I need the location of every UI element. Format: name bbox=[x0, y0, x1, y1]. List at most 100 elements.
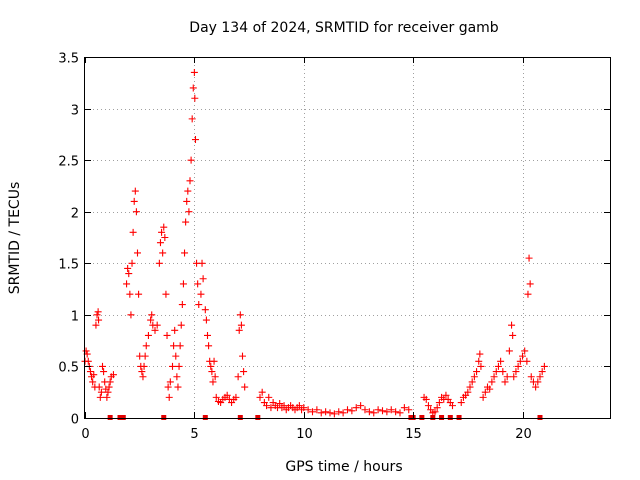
data-point bbox=[499, 368, 507, 376]
y-axis-label: SRMTID / TECUs bbox=[7, 182, 23, 295]
data-point bbox=[516, 357, 524, 365]
data-point bbox=[189, 84, 197, 92]
data-point bbox=[126, 290, 134, 298]
data-point bbox=[174, 383, 182, 391]
data-point bbox=[494, 362, 502, 370]
y-tick-label: 2 bbox=[71, 207, 79, 222]
data-point bbox=[201, 306, 209, 314]
data-point bbox=[184, 187, 192, 195]
data-point bbox=[304, 406, 312, 414]
data-point bbox=[510, 373, 518, 381]
data-point bbox=[190, 68, 198, 76]
data-point bbox=[538, 368, 546, 376]
data-point bbox=[540, 362, 548, 370]
flag-marker bbox=[447, 415, 453, 420]
data-point bbox=[501, 378, 509, 386]
data-point bbox=[191, 136, 199, 144]
data-point bbox=[165, 393, 173, 401]
data-point bbox=[205, 342, 213, 350]
data-point bbox=[497, 357, 505, 365]
data-point bbox=[151, 326, 159, 334]
data-point bbox=[524, 290, 532, 298]
data-point bbox=[208, 368, 216, 376]
data-points bbox=[81, 68, 548, 418]
data-point bbox=[134, 249, 141, 257]
y-tick-label: 1.5 bbox=[58, 258, 79, 273]
data-point bbox=[433, 404, 441, 412]
x-tick-label: 15 bbox=[405, 427, 422, 442]
data-point bbox=[239, 352, 246, 360]
data-point bbox=[104, 388, 112, 396]
data-point bbox=[422, 395, 430, 403]
data-point bbox=[211, 373, 219, 381]
data-point bbox=[142, 342, 150, 350]
data-point bbox=[348, 407, 356, 415]
grid bbox=[85, 57, 610, 418]
data-point bbox=[476, 350, 484, 358]
flag-marker bbox=[117, 415, 123, 420]
flag-marker bbox=[255, 415, 261, 420]
data-point bbox=[503, 373, 511, 381]
flag-marker bbox=[419, 415, 425, 420]
flag-marker bbox=[237, 415, 243, 420]
data-point bbox=[176, 342, 184, 350]
data-point bbox=[473, 368, 481, 376]
data-point bbox=[525, 254, 533, 262]
data-point bbox=[265, 393, 273, 401]
data-point bbox=[124, 264, 132, 272]
data-point bbox=[330, 410, 338, 418]
data-point bbox=[280, 402, 288, 410]
y-tick-label: 1 bbox=[71, 310, 79, 325]
data-point bbox=[512, 368, 520, 376]
data-point bbox=[94, 308, 102, 316]
data-point bbox=[159, 249, 167, 257]
y-tick-labels: 0 0.5 1 1.5 2 2.5 3 3.5 bbox=[58, 52, 79, 428]
data-point bbox=[187, 156, 195, 164]
data-point bbox=[169, 362, 176, 370]
y-tick-label: 3.5 bbox=[58, 52, 79, 67]
data-point bbox=[125, 270, 133, 278]
data-point bbox=[123, 280, 131, 288]
data-point bbox=[383, 408, 391, 416]
x-tick-label: 0 bbox=[81, 427, 89, 442]
data-point bbox=[105, 383, 113, 391]
flag-marker bbox=[120, 415, 126, 420]
data-point bbox=[197, 290, 205, 298]
data-point bbox=[84, 357, 92, 365]
data-point bbox=[234, 373, 242, 381]
data-point bbox=[162, 290, 170, 298]
data-point bbox=[191, 94, 199, 102]
data-point bbox=[82, 347, 90, 355]
data-point bbox=[109, 371, 117, 379]
data-point bbox=[99, 362, 106, 370]
data-point bbox=[400, 404, 408, 412]
data-point bbox=[179, 280, 187, 288]
data-point bbox=[161, 234, 169, 241]
data-point bbox=[267, 404, 275, 412]
data-point bbox=[139, 373, 147, 381]
data-point bbox=[138, 368, 146, 376]
x-tick-labels: 0 5 10 15 20 bbox=[81, 427, 531, 442]
data-point bbox=[326, 409, 334, 417]
y-tick-label: 0.5 bbox=[58, 361, 79, 376]
data-point bbox=[488, 378, 496, 386]
data-point bbox=[170, 342, 178, 350]
data-point bbox=[237, 321, 245, 329]
y-tick-label: 2.5 bbox=[58, 155, 79, 170]
data-point bbox=[89, 378, 97, 386]
data-point bbox=[86, 368, 94, 376]
data-point bbox=[153, 321, 161, 329]
data-point bbox=[392, 408, 400, 416]
data-point bbox=[235, 326, 243, 334]
data-point bbox=[322, 408, 330, 416]
data-point bbox=[185, 208, 193, 216]
data-point bbox=[492, 368, 500, 376]
data-point bbox=[173, 373, 181, 381]
data-point bbox=[240, 368, 248, 376]
data-point bbox=[92, 321, 100, 329]
data-point bbox=[344, 406, 351, 414]
data-point bbox=[258, 388, 266, 396]
data-point bbox=[475, 357, 483, 365]
x-tick-label: 5 bbox=[190, 427, 198, 442]
